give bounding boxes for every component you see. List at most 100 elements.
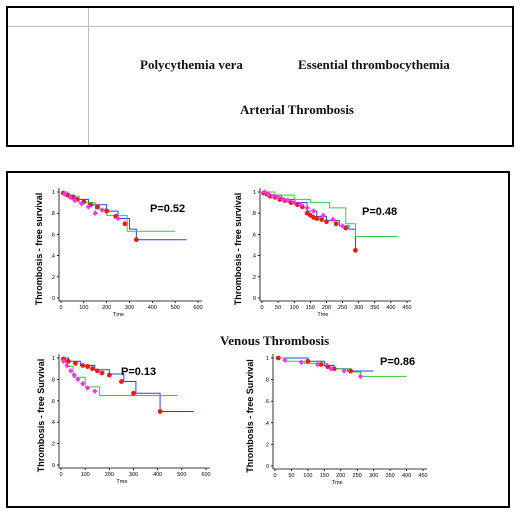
event-marker-red [94,368,100,374]
x-tick-label: 450 [402,305,411,311]
x-tick-label: 400 [148,305,157,311]
event-marker-red [324,219,329,225]
y-tick-label: .2 [50,275,55,281]
event-marker-magenta [328,366,334,372]
event-marker-magenta [282,357,288,363]
event-marker-magenta [84,385,91,391]
x-tick-label: 100 [290,305,299,311]
event-marker-red [288,200,294,206]
event-marker-red [73,360,78,366]
event-marker-red [319,217,325,222]
event-marker-magenta [315,361,321,368]
event-marker-red [314,216,320,221]
event-marker-magenta [92,388,98,394]
x-tick-label: 250 [353,473,362,479]
x-tick-label: 350 [386,473,395,479]
event-marker-red [353,247,358,253]
x-tick-label: 200 [322,305,331,311]
y-tick-label: .6 [251,232,256,238]
x-axis-label: Tme [113,312,124,318]
event-marker-magenta [285,197,291,204]
x-axis-label: Tme [116,479,127,485]
p-value-label: P=0.86 [380,356,415,368]
event-marker-red [131,390,136,396]
x-tick-label: 600 [201,472,210,478]
event-marker-red [157,409,163,414]
x-tick-label: 150 [306,305,315,311]
x-tick-label: 50 [275,305,281,311]
x-tick-label: 200 [336,473,345,479]
event-marker-magenta [298,359,304,366]
x-tick-label: 0 [260,305,263,311]
event-marker-red [331,366,337,372]
y-axis-label: Thrombosis - free Survival [36,359,46,473]
event-marker-red [343,225,349,231]
event-marker-red [318,362,324,367]
label-venous-thrombosis: Venous Thrombosis [220,333,330,348]
event-marker-magenta [339,223,346,229]
x-tick-label: 400 [153,472,162,478]
event-marker-magenta [75,376,81,383]
event-marker-magenta [357,373,364,380]
event-marker-magenta [71,372,77,378]
p-value-label: P=0.13 [121,366,156,378]
survival-curve-blue [61,191,187,241]
x-tick-label: 0 [59,305,62,311]
x-tick-label: 300 [354,305,363,311]
event-marker-magenta [85,204,91,210]
x-tick-label: 100 [81,472,90,478]
event-marker-magenta [265,191,272,197]
event-marker-magenta [80,380,86,387]
event-marker-magenta [60,358,67,365]
x-tick-label: 400 [386,305,395,311]
y-tick-label: 1 [52,190,55,196]
figure-panel: Venous Thrombosis [6,171,510,508]
y-axis-label: Thrombosis - free Survival [245,359,255,473]
event-marker-red [95,204,100,210]
survival-curve-blue [275,357,374,372]
y-tick-label: .8 [264,378,269,384]
event-marker-magenta [68,368,74,374]
x-tick-label: 100 [303,473,312,479]
survival-curve-blue [262,191,356,251]
y-tick-label: .2 [251,275,256,281]
event-marker-red [305,358,311,364]
survival-curve-blue [61,357,194,412]
event-marker-red [333,221,339,227]
event-marker-magenta [304,205,310,211]
event-marker-red [119,379,124,384]
table-row-divider [8,26,512,27]
event-marker-red [106,372,112,378]
x-tick-label: 200 [102,305,111,311]
event-marker-magenta [280,196,286,203]
x-tick-label: 450 [418,473,427,479]
y-tick-label: 0 [266,464,269,470]
event-marker-magenta [72,197,78,204]
p-value-label: P=0.48 [362,206,397,218]
y-tick-label: .4 [50,420,55,426]
y-tick-label: 0 [253,296,256,302]
header-table: Polycythemia vera Essential thrombocythe… [6,6,514,147]
event-marker-magenta [92,210,98,216]
x-tick-label: 300 [369,473,378,479]
event-marker-red [275,355,281,361]
event-marker-red [80,363,86,368]
event-marker-magenta [78,200,85,207]
x-axis-label: Tme [332,480,343,486]
x-tick-label: 500 [177,472,186,478]
x-tick-label: 600 [193,305,202,311]
event-marker-magenta [270,193,276,200]
x-tick-label: 100 [79,305,88,311]
header-polycythemia-vera: Polycythemia vera [140,57,243,72]
y-tick-label: .2 [50,442,55,448]
event-marker-magenta [99,207,105,213]
y-tick-label: .4 [251,254,256,260]
y-axis-label: Thrombosis - free survival [34,193,44,306]
survival-curve-green [61,357,177,396]
y-tick-label: 0 [52,463,55,469]
event-marker-red [122,221,128,227]
y-tick-label: .2 [264,442,269,448]
event-marker-magenta [341,368,347,374]
x-tick-label: 300 [125,305,134,311]
event-marker-magenta [67,194,73,201]
